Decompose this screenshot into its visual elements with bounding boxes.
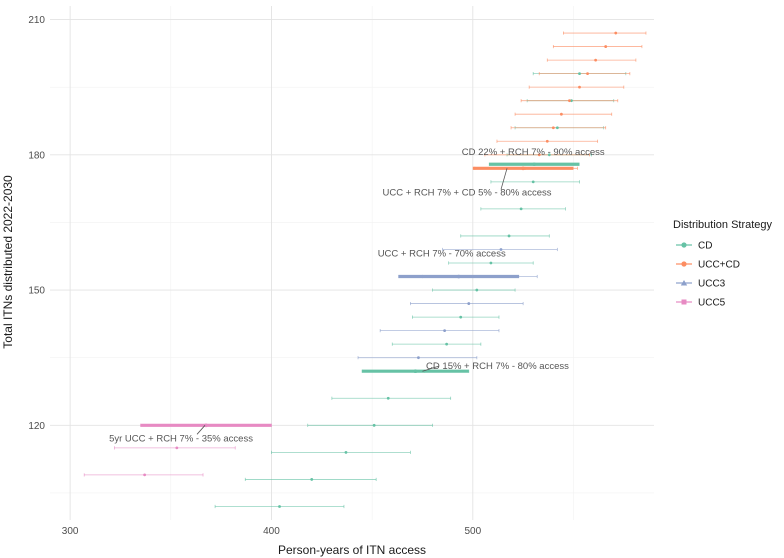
data-point [547,153,551,157]
data-point [507,234,511,238]
legend-key-circle [681,242,687,248]
data-point [559,112,563,116]
data-point [586,72,589,76]
highlight-point [456,274,461,279]
data-point [578,72,581,76]
data-point [531,180,535,184]
data-point [568,99,571,103]
highlight-point [532,162,537,167]
data-point [386,396,390,400]
annotation-label: UCC + RCH 7% + CD 5% - 80% access [383,187,552,198]
legend-key-triangle [680,280,688,286]
data-point [519,207,523,211]
data-point [443,329,447,333]
y-tick-label: 120 [28,421,45,432]
legend-item-label: UCC3 [698,279,726,290]
data-point [545,139,549,143]
data-point [459,315,463,319]
axis-ticks: 300 400 500 120 150 180 210 [28,15,481,537]
plot-panel [50,6,654,520]
legend-key-circle [681,261,687,267]
data-point [555,126,559,130]
y-tick-label: 210 [28,15,45,26]
legend: Distribution Strategy CD UCC+CD UCC3 UCC5 [673,219,773,309]
annotation-leader [422,365,439,372]
data-point [594,58,598,62]
data-point [278,505,281,508]
data-point [310,478,314,481]
data-point [344,450,348,454]
data-point [614,31,618,35]
data-point [372,423,376,427]
annotation-leader [500,168,508,190]
highlight-segments [140,162,580,428]
y-tick-label: 150 [28,286,45,297]
y-tick-label: 180 [28,150,45,161]
highlight-point [521,166,525,171]
data-point [604,45,608,48]
x-axis-title: Person-years of ITN access [278,543,426,557]
legend-item-label: UCC5 [698,298,726,309]
annotation-label: CD 15% + RCH 7% - 80% access [426,361,569,372]
data-point [445,342,449,346]
data-point [467,302,471,305]
annotations: CD 22% + RCH 7% - 90% access UCC + RCH 7%… [109,147,605,445]
x-tick-label: 500 [464,526,481,537]
legend-item-label: UCC+CD [698,260,740,271]
highlight-point [204,423,208,428]
legend-title: Distribution Strategy [673,219,773,231]
data-point [475,288,479,292]
annotation-label: CD 22% + RCH 7% - 90% access [462,147,605,158]
y-axis-title: Total ITNs distributed 2022-2030 [1,175,15,349]
annotation-label: UCC + RCH 7% - 70% access [378,249,506,260]
data-point [570,99,573,103]
data-point [537,153,541,157]
x-tick-label: 300 [62,526,79,537]
annotation-label: 5yr UCC + RCH 7% - 35% access [109,433,253,444]
legend-key-square [681,299,687,305]
legend-item-label: CD [698,241,712,252]
data-point [578,85,581,89]
highlight-point [413,369,418,374]
data-point [551,126,555,130]
data-point [143,473,147,477]
data-point [417,356,420,360]
x-tick-label: 400 [263,526,280,537]
data-point [489,261,493,265]
data-point [499,248,503,251]
data-point [175,446,179,450]
annotation-leader [196,425,206,435]
